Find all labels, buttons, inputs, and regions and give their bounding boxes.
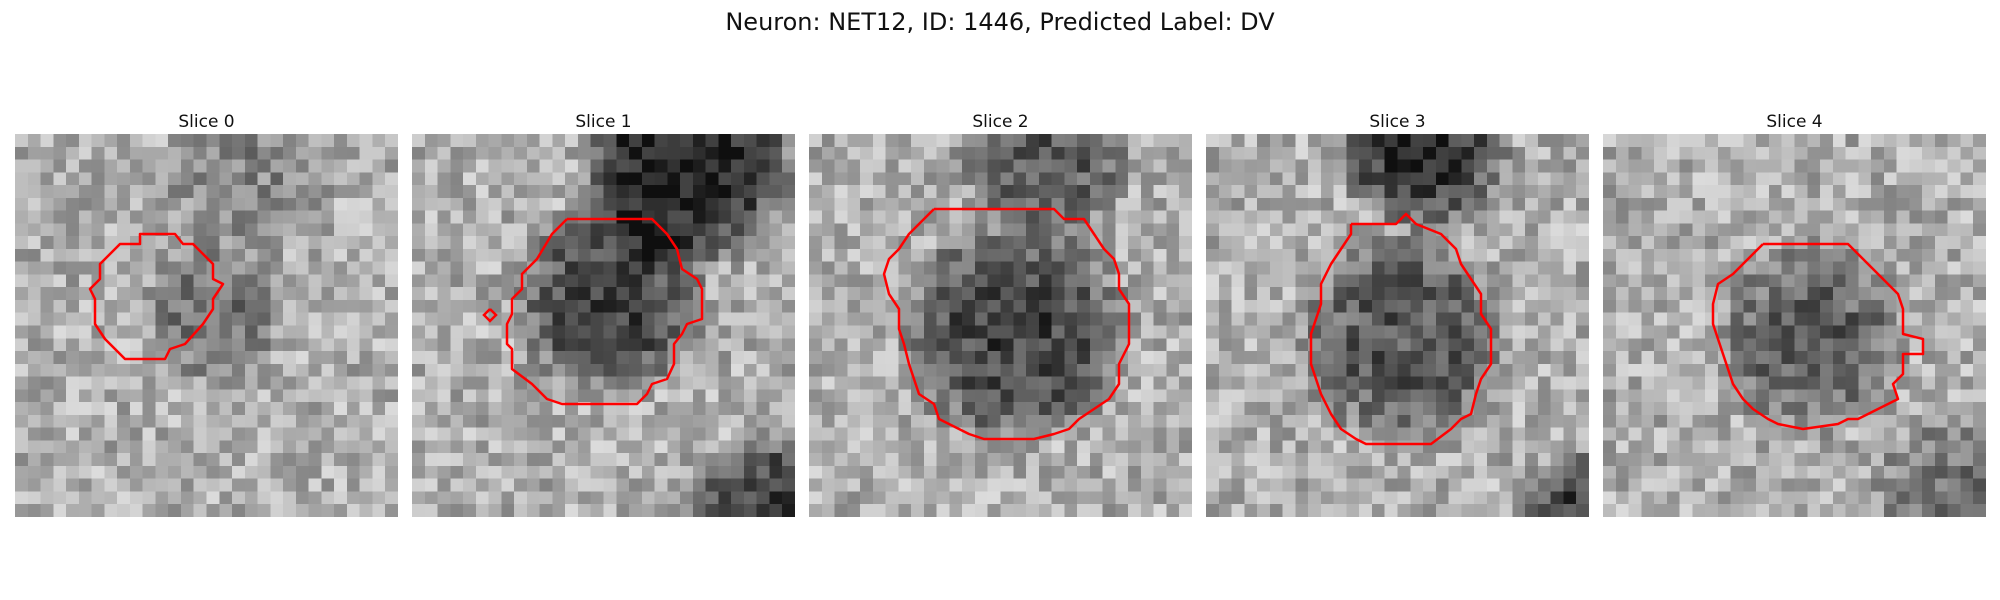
slice-panel-0: Slice 0 [15,110,398,517]
roi-contour-overlay [1206,134,1589,517]
slice-panel-2: Slice 2 [809,110,1192,517]
roi-contour-overlay [15,134,398,517]
slice-image [1603,134,1986,517]
slice-title: Slice 1 [412,110,795,134]
roi-contour-overlay [809,134,1192,517]
roi-contour [1713,244,1923,429]
slice-image [809,134,1192,517]
slice-image [1206,134,1589,517]
roi-contour [90,234,223,359]
slice-title: Slice 4 [1603,110,1986,134]
slice-title: Slice 0 [15,110,398,134]
roi-contour-fragment [484,309,496,321]
roi-contour-overlay [412,134,795,517]
roi-contour [507,219,702,404]
slice-panel-3: Slice 3 [1206,110,1589,517]
slice-image [412,134,795,517]
slice-panel-4: Slice 4 [1603,110,1986,517]
slice-title: Slice 3 [1206,110,1589,134]
roi-contour [884,209,1129,439]
slice-panel-1: Slice 1 [412,110,795,517]
slice-title: Slice 2 [809,110,1192,134]
slice-image [15,134,398,517]
roi-contour [1311,214,1491,444]
figure-title: Neuron: NET12, ID: 1446, Predicted Label… [0,8,2000,36]
roi-contour-overlay [1603,134,1986,517]
